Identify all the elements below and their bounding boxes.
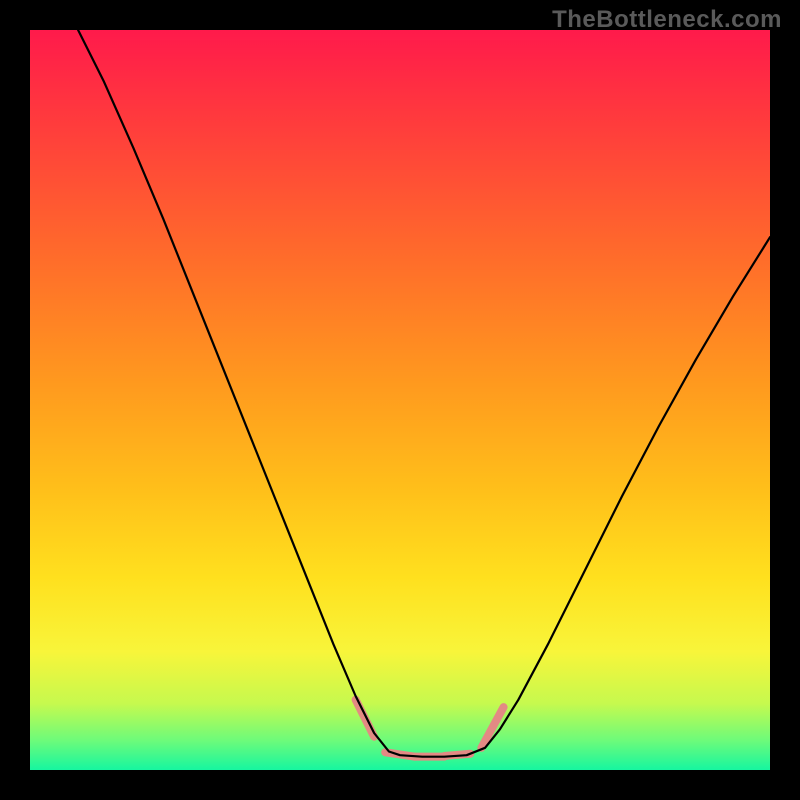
chart-frame: TheBottleneck.com — [0, 0, 800, 800]
chart-svg — [30, 30, 770, 770]
gradient-background — [30, 30, 770, 770]
plot-area — [30, 30, 770, 770]
